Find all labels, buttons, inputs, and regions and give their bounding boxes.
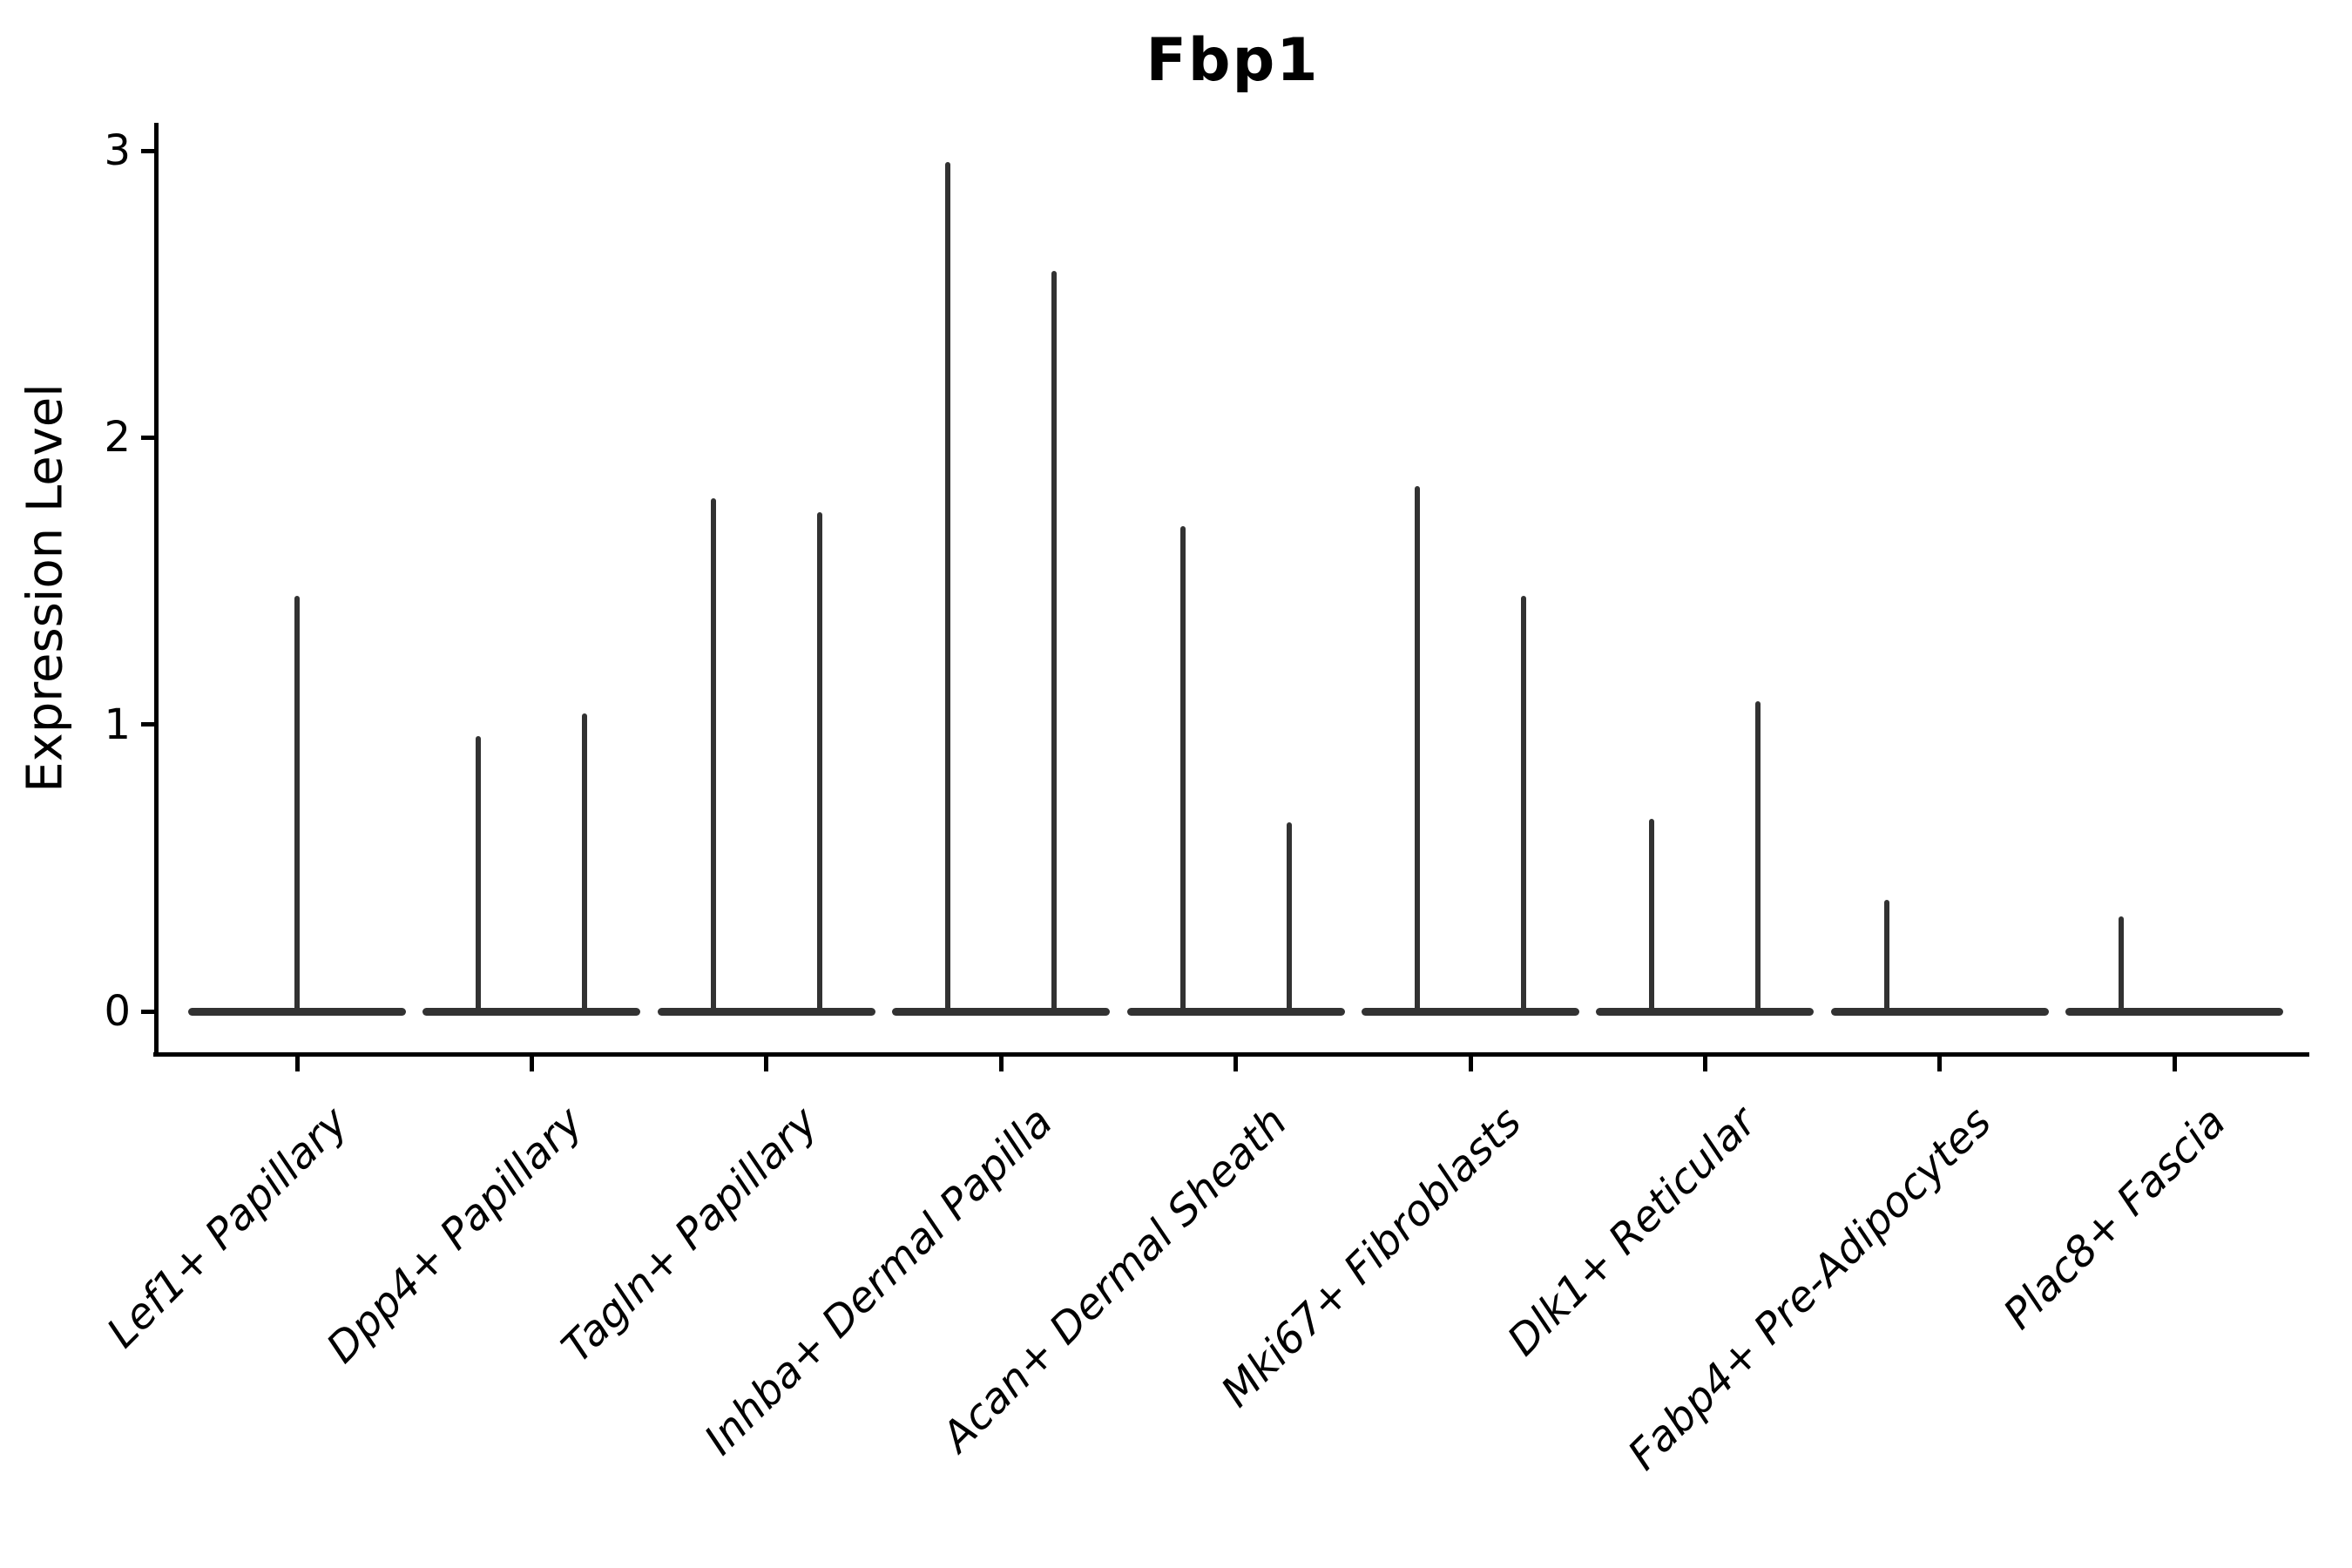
x-tick [529,1057,534,1071]
x-tick-label: Lef1+ Papillary [98,1098,358,1358]
x-tick [294,1057,300,1071]
x-tick [1702,1057,1707,1071]
x-axis-spine [153,1051,2309,1057]
x-tick [998,1057,1004,1071]
violin-spike [582,713,588,1015]
y-tick-label: 2 [104,413,131,463]
x-tick-label: Dpp4+ Papillary [317,1098,593,1373]
violin-spike [1051,271,1058,1015]
x-tick [1937,1057,1943,1071]
violin-spike [1415,486,1420,1015]
violin-spike [1286,821,1292,1015]
violin-baseline [1362,1007,1579,1016]
violin-baseline [892,1007,1111,1016]
violin-spike [476,735,482,1015]
y-tick [141,722,156,727]
x-tick [2172,1057,2177,1071]
x-tick-label: Plac8+ Fascia [1994,1098,2235,1339]
x-tick [1233,1057,1239,1071]
violin-spike [816,512,822,1015]
violin-baseline [422,1007,641,1016]
x-tick [1468,1057,1473,1071]
y-axis-spine [153,123,159,1057]
violin-baseline [1596,1007,1815,1016]
violin-baseline [2065,1007,2284,1016]
violin-spike [1521,595,1526,1015]
violin-spike [1179,526,1186,1015]
violin-baseline [1830,1007,2049,1016]
x-tick [764,1057,769,1071]
x-tick-label: Tagln+ Papillary [552,1098,828,1373]
violin-spike [945,162,951,1015]
violin-spike [2119,916,2125,1015]
y-tick [141,435,156,440]
y-tick-label: 3 [104,126,131,176]
violin-baseline [1126,1007,1345,1016]
x-tick-label: Dlk1+ Reticular [1497,1098,1767,1366]
violin-baseline [657,1007,875,1016]
violin-spike [710,497,716,1015]
violin-spike [1755,701,1761,1015]
chart-title: Fbp1 [1146,26,1320,95]
y-tick [141,148,156,153]
y-tick-label: 0 [104,987,131,1036]
violin-spike [1649,819,1655,1015]
y-tick-label: 1 [104,700,131,749]
violin-spike [294,595,300,1015]
violin-spike [1883,899,1889,1015]
y-tick [141,1009,156,1014]
